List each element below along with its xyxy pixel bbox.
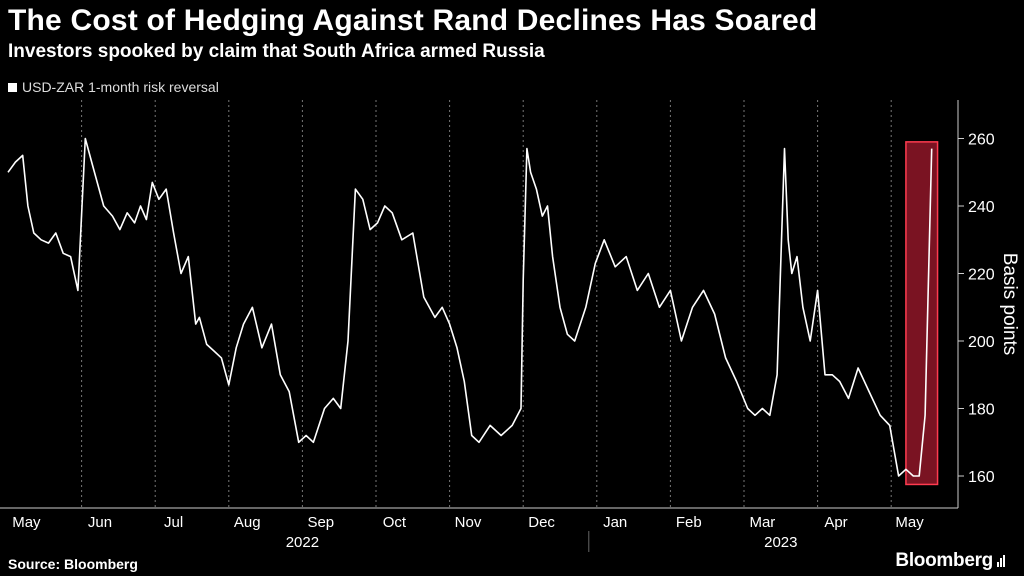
brand-text: Bloomberg bbox=[895, 550, 993, 571]
x-tick-label-mar-10: Mar bbox=[749, 514, 775, 531]
y-tick-label-240: 240 bbox=[968, 199, 995, 216]
legend-label: USD-ZAR 1-month risk reversal bbox=[22, 79, 219, 95]
x-tick-label-jun-1: Jun bbox=[88, 514, 112, 531]
chart-title: The Cost of Hedging Against Rand Decline… bbox=[8, 4, 818, 37]
x-tick-label-aug-3: Aug bbox=[234, 514, 261, 531]
x-tick-label-oct-5: Oct bbox=[383, 514, 407, 531]
highlight-box bbox=[905, 141, 939, 486]
series-layer bbox=[7, 137, 933, 477]
x-tick-label-dec-7: Dec bbox=[528, 514, 555, 531]
legend: USD-ZAR 1-month risk reversal bbox=[8, 79, 219, 95]
highlight-layer bbox=[905, 141, 939, 486]
source-note: Source: Bloomberg bbox=[8, 556, 138, 572]
series-line-usd-zar-risk-reversal bbox=[7, 137, 933, 477]
y-tick-label-160: 160 bbox=[968, 469, 995, 486]
year-label-2022: 2022 bbox=[286, 534, 319, 551]
legend-swatch bbox=[8, 82, 17, 92]
x-tick-label-may-12: May bbox=[895, 514, 924, 531]
x-tick-label-feb-9: Feb bbox=[676, 514, 702, 531]
x-tick-label-sep-4: Sep bbox=[307, 514, 334, 531]
y-tick-label-220: 220 bbox=[968, 267, 995, 284]
x-axis: May Jun Jul Aug Sep Oct Nov Dec Jan Feb Mar Apr May 2… bbox=[0, 507, 958, 552]
x-tick-label-nov-6: Nov bbox=[455, 514, 482, 531]
x-tick-label-apr-11: Apr bbox=[824, 514, 847, 531]
grid bbox=[81, 100, 892, 508]
year-label-2023: 2023 bbox=[764, 534, 797, 551]
chart-subtitle: Investors spooked by claim that South Af… bbox=[8, 41, 545, 62]
y-axis-label: Basis points bbox=[999, 253, 1020, 355]
y-tick-label-200: 200 bbox=[968, 334, 995, 351]
x-tick-label-may-0: May bbox=[12, 514, 41, 531]
bars-icon bbox=[997, 555, 1006, 567]
y-axis: 160 180 200 220 240 260 bbox=[957, 100, 995, 508]
x-tick-label-jul-2: Jul bbox=[164, 514, 183, 531]
y-tick-label-180: 180 bbox=[968, 402, 995, 419]
bloomberg-logo: Bloomberg bbox=[895, 550, 1006, 572]
y-tick-label-260: 260 bbox=[968, 132, 995, 149]
x-tick-label-jan-8: Jan bbox=[603, 514, 627, 531]
